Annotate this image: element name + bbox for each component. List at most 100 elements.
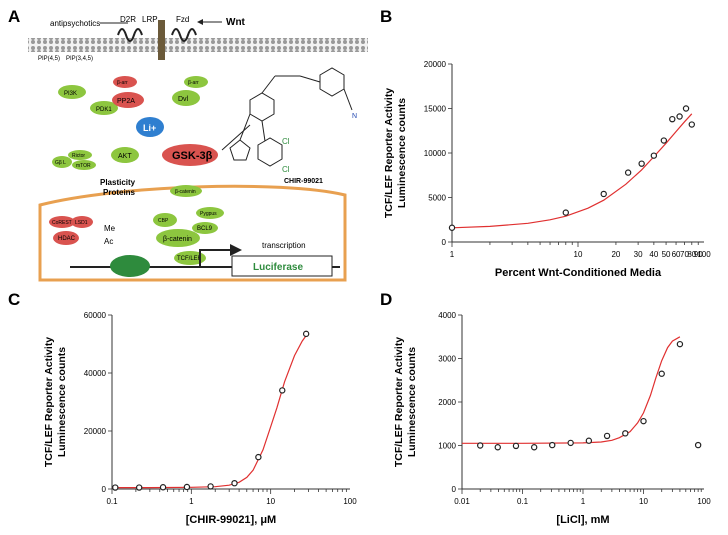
data-point xyxy=(207,483,214,490)
label-rictor: Rictor xyxy=(72,153,85,159)
label-antipsychotics: antipsychotics xyxy=(50,19,100,28)
x-tick-label: 10 xyxy=(574,250,583,259)
x-axis-title: [CHIR-99021], μM xyxy=(186,514,276,526)
y-tick-label: 60000 xyxy=(84,311,107,320)
data-point xyxy=(640,417,647,425)
x-axis-title: Percent Wnt-Conditioned Media xyxy=(495,267,662,279)
fit-curve xyxy=(112,332,309,489)
node-pygpus xyxy=(196,207,224,219)
data-point xyxy=(567,439,574,447)
node-bcatenin-cyto xyxy=(170,185,202,197)
node-dvl xyxy=(172,90,200,106)
node-hdac xyxy=(53,231,79,245)
data-point xyxy=(512,442,520,450)
y-tick-label: 20000 xyxy=(84,427,107,436)
label-transcription: transcription xyxy=(262,241,306,250)
data-point xyxy=(159,484,167,491)
label-pp2a: PP2A xyxy=(117,98,135,105)
data-point xyxy=(549,441,556,449)
data-point xyxy=(694,441,702,449)
node-corest xyxy=(49,216,75,228)
y-axis-title: TCF/LEF Reporter Activity xyxy=(393,337,405,467)
x-tick-label: 50 xyxy=(662,250,671,259)
node-lsd1 xyxy=(71,216,93,228)
label-bcatenin-cyto: β-catenin xyxy=(175,189,196,195)
label-dvl: Dvl xyxy=(178,96,189,103)
label-corest: CoREST xyxy=(52,220,72,226)
data-point xyxy=(638,160,645,167)
node-bcatenin-nuc xyxy=(156,229,200,247)
node-barr-left xyxy=(113,76,137,88)
label-barr-left: β-arr xyxy=(117,80,128,86)
label-bcl9: BCL9 xyxy=(197,226,213,232)
y-axis-title: TCF/LEF Reporter Activity xyxy=(383,88,395,218)
label-cn: N xyxy=(352,113,357,120)
x-tick-label: 100 xyxy=(697,497,711,506)
node-cbp xyxy=(153,213,177,227)
y-tick-label: 10000 xyxy=(424,149,447,158)
node-tcf-lef xyxy=(174,251,206,265)
label-hdac: HDAC xyxy=(58,236,76,242)
panel-d-chart: D 0.01 0.1 1 10 10001000200030004000[LiCl], … xyxy=(380,290,711,526)
x-tick-label: 80 xyxy=(687,250,696,259)
x-tick-label: 70 xyxy=(680,250,689,259)
data-point xyxy=(624,169,632,176)
label-lithium: Li+ xyxy=(143,123,156,133)
data-point xyxy=(231,479,238,487)
data-point xyxy=(676,113,683,120)
nucleosome xyxy=(110,255,150,277)
y-tick-label: 0 xyxy=(102,485,107,494)
node-gbl xyxy=(52,156,72,168)
node-pp2a xyxy=(112,92,144,108)
label-pip3: PIP(3,4,5) xyxy=(66,56,93,62)
node-barr-right xyxy=(184,76,208,88)
y-tick-label: 2000 xyxy=(438,398,456,407)
nucleus-envelope xyxy=(38,184,347,282)
lrp-receptor xyxy=(158,20,165,60)
data-point xyxy=(658,370,665,377)
x-tick-label: 10 xyxy=(266,497,275,506)
node-gsk3b xyxy=(162,144,218,166)
node-pdk1 xyxy=(90,101,118,115)
data-point xyxy=(302,330,310,338)
panel-c-label: C xyxy=(8,290,20,309)
label-lrp: LRP xyxy=(142,15,158,24)
panel-a-label: A xyxy=(8,7,20,26)
label-me: Me xyxy=(104,224,116,233)
data-point xyxy=(183,483,191,491)
x-tick-label: 0.1 xyxy=(106,497,118,506)
label-plasticity: Plasticity xyxy=(100,178,136,187)
label-barr-right: β-arr xyxy=(188,80,199,86)
x-tick-label: 100 xyxy=(343,497,357,506)
label-mtor: mTOR xyxy=(76,163,91,169)
data-point xyxy=(135,484,143,491)
y-tick-label: 20000 xyxy=(424,60,447,69)
label-gbl: Gβ L xyxy=(55,160,66,166)
x-tick-label: 30 xyxy=(634,250,643,259)
chir-structure xyxy=(229,67,353,167)
label-pip2: PIP(4,5) xyxy=(38,56,60,62)
node-mtor xyxy=(72,160,96,170)
label-d2r: D2R xyxy=(120,15,136,24)
panel-a-diagram: A antipsychotics D2R LRP Fzd Wnt PIP(4,5… xyxy=(8,7,368,282)
panel-c-chart: C 0.1 1 10 100 0 20000 40000 60000 [CHIR-99021],… xyxy=(8,290,357,526)
data-point xyxy=(448,224,456,231)
label-chir: CHIR-99021 xyxy=(284,178,323,185)
data-point xyxy=(585,437,593,444)
x-tick-label: 90 xyxy=(694,250,703,259)
label-gsk3b: GSK-3β xyxy=(172,150,213,162)
data-point xyxy=(279,387,286,394)
y-tick-label: 0 xyxy=(452,485,457,494)
label-fzd: Fzd xyxy=(176,15,189,24)
label-bcatenin-nuc: β-catenin xyxy=(163,236,192,243)
x-tick-label: 0.01 xyxy=(454,497,470,506)
fit-curve xyxy=(462,336,681,444)
label-wnt: Wnt xyxy=(226,17,246,28)
x-tick-label: 10 xyxy=(639,497,648,506)
y-tick-label: 15000 xyxy=(424,105,447,114)
label-luciferase: Luciferase xyxy=(253,262,303,273)
data-point xyxy=(112,484,119,491)
label-pygpus: Pygpus xyxy=(200,211,217,217)
panel-d-label: D xyxy=(380,290,392,309)
